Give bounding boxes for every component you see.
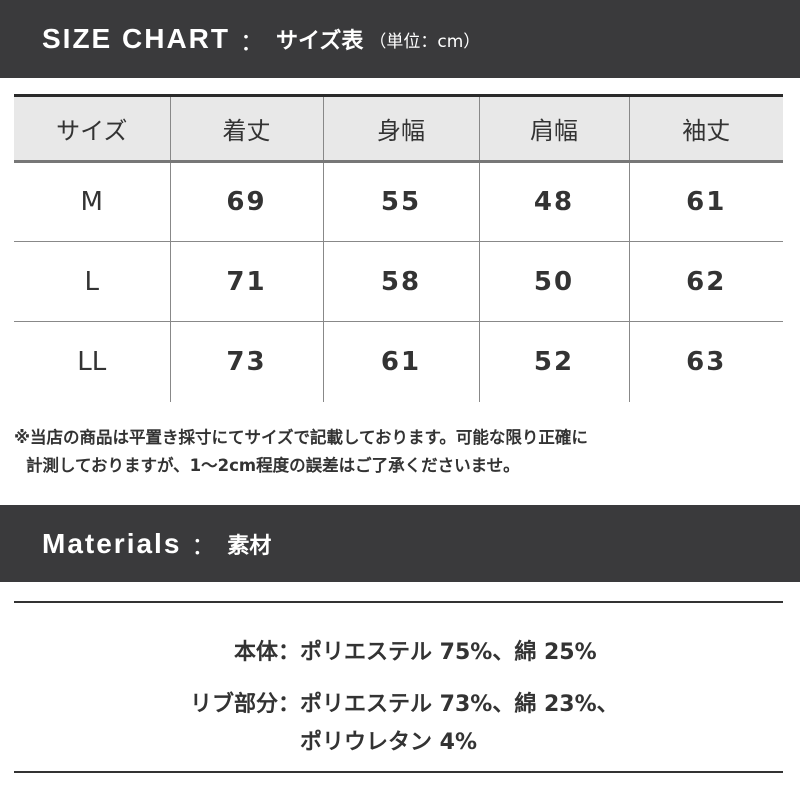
value-cell: 58: [322, 241, 480, 322]
header-cell: 肩幅: [478, 95, 630, 163]
material-value: ポリウレタン 4%: [300, 730, 478, 755]
value-cell: 63: [628, 321, 783, 402]
header-cell: 着丈: [169, 95, 324, 163]
material-row-continued: ポリウレタン 4%: [300, 724, 477, 756]
table-row: L 71 58 50 62: [14, 241, 783, 322]
material-value: ポリエステル 75%、綿 25%: [300, 640, 597, 665]
value-cell: 61: [628, 161, 783, 242]
measurement-note: ※当店の商品は平置き採寸にてサイズで記載しております。可能な限り正確に 計測して…: [14, 424, 794, 480]
material-row: 本体： ポリエステル 75%、綿 25%: [180, 634, 597, 666]
separator: ：: [240, 27, 264, 56]
table-row: M 69 55 48 61: [14, 161, 783, 242]
size-chart-header: SIZE CHART ： サイズ表 （単位：cm）: [0, 0, 800, 78]
note-line: 計測しておりますが、1〜2cm程度の誤差はご了承くださいませ。: [26, 456, 520, 475]
size-chart-title-en: SIZE CHART: [42, 23, 230, 54]
materials-title-en: Materials: [42, 527, 182, 559]
value-cell: 71: [169, 241, 324, 322]
material-row: リブ部分： ポリエステル 73%、綿 23%、: [180, 686, 619, 718]
material-label: 本体：: [233, 640, 300, 665]
materials-header: Materials ： 素材: [0, 505, 800, 582]
value-cell: 69: [169, 161, 324, 242]
value-cell: 62: [628, 241, 783, 322]
size-cell: M: [14, 161, 171, 242]
header-cell: 袖丈: [628, 95, 783, 163]
unit-label: （単位：cm）: [369, 31, 481, 52]
table-header-row: サイズ 着丈 身幅 肩幅 袖丈: [14, 95, 783, 163]
size-cell: LL: [14, 321, 171, 402]
header-cell: サイズ: [14, 95, 171, 163]
materials-title-jp: 素材: [227, 533, 272, 559]
value-cell: 55: [322, 161, 480, 242]
material-value: ポリエステル 73%、綿 23%、: [300, 692, 619, 717]
size-chart-title-jp: サイズ表: [276, 29, 364, 54]
separator: ：: [191, 532, 216, 560]
divider: [14, 771, 783, 773]
value-cell: 73: [169, 321, 324, 402]
value-cell: 61: [322, 321, 480, 402]
size-table: サイズ 着丈 身幅 肩幅 袖丈 M 69 55 48 61 L 71 58 50…: [14, 94, 783, 402]
value-cell: 52: [478, 321, 630, 402]
material-label: リブ部分：: [189, 692, 300, 717]
value-cell: 50: [478, 241, 630, 322]
divider: [14, 601, 783, 603]
header-cell: 身幅: [322, 95, 480, 163]
note-line: ※当店の商品は平置き採寸にてサイズで記載しております。可能な限り正確に: [14, 428, 588, 447]
value-cell: 48: [478, 161, 630, 242]
table-row: LL 73 61 52 63: [14, 321, 783, 402]
size-cell: L: [14, 241, 171, 322]
